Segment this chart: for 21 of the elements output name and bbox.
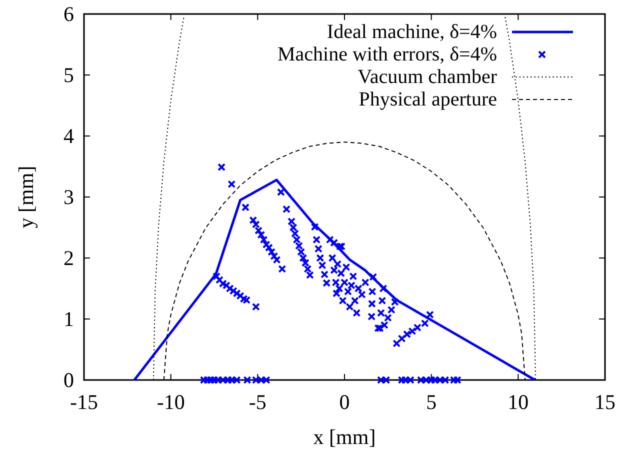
x-tick-label: 10 xyxy=(508,390,529,414)
y-tick-label: 5 xyxy=(64,63,74,87)
x-tick-label: -10 xyxy=(156,390,185,414)
legend-label: Machine with errors, δ=4% xyxy=(277,44,497,66)
x-tick-label: 15 xyxy=(594,390,616,414)
y-tick-label: 0 xyxy=(64,368,74,392)
y-axis-title: y [mm] xyxy=(14,166,38,228)
x-tick-label: 5 xyxy=(426,390,437,414)
y-tick-label: 3 xyxy=(64,185,74,209)
y-tick-label: 1 xyxy=(64,307,74,331)
line-series xyxy=(133,178,536,380)
legend-label: Vacuum chamber xyxy=(358,66,498,88)
legend-label: Ideal machine, δ=4% xyxy=(326,21,497,43)
y-tick-label: 6 xyxy=(64,2,74,26)
legend-label: Physical aperture xyxy=(358,88,498,110)
x-tick-label: -15 xyxy=(70,390,98,414)
x-tick-label: -5 xyxy=(248,390,266,414)
x-axis-title: x [mm] xyxy=(313,425,376,449)
x-tick-label: 0 xyxy=(339,390,350,414)
y-tick-label: 4 xyxy=(64,124,74,148)
y-tick-label: 2 xyxy=(64,246,74,270)
